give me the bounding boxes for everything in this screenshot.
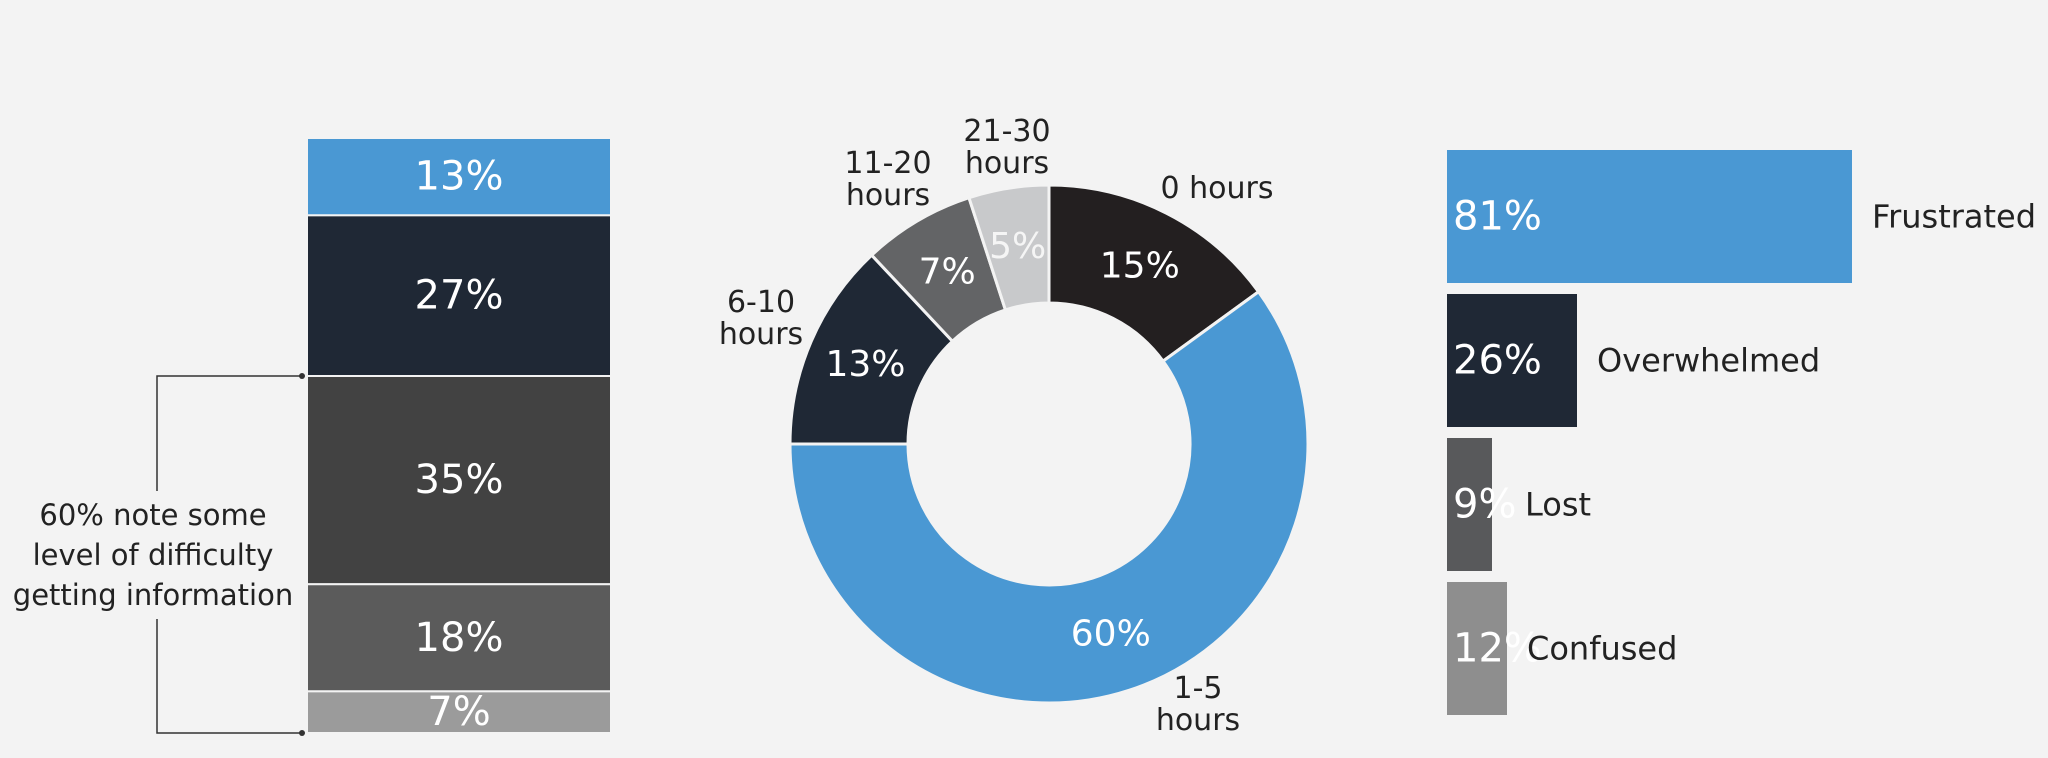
donut-slice — [1047, 183, 1261, 364]
bracket-dot — [299, 730, 305, 736]
value-label: 12% — [1453, 626, 1542, 672]
category-label: Confused — [1527, 630, 1677, 668]
annotation: 60% note some level of difficulty gettin… — [8, 490, 298, 619]
bar — [1447, 582, 1507, 715]
category-label: 1-5 hours — [1155, 671, 1241, 738]
value-label: 15% — [1100, 245, 1180, 286]
value-label: 9% — [1453, 482, 1516, 528]
bar — [1447, 150, 1852, 283]
category-label: 11-20 hours — [844, 146, 932, 213]
value-label: 60% — [1071, 614, 1151, 655]
value-label: 7% — [427, 689, 490, 735]
donut-slice — [788, 289, 1310, 705]
category-label: 6-10 hours — [718, 285, 804, 352]
bar-segment — [306, 137, 612, 217]
category-label: 21-30 hours — [963, 114, 1051, 181]
donut-slice — [967, 183, 1051, 312]
bracket-dot — [299, 373, 305, 379]
category-label: Overwhelmed — [1597, 342, 1820, 380]
category-label: Frustrated — [1872, 198, 2036, 236]
category-label: Lost — [1525, 486, 1591, 524]
value-label: 5% — [989, 226, 1046, 267]
bar — [1447, 294, 1577, 427]
value-label: 13% — [415, 154, 504, 200]
value-label: 18% — [415, 615, 504, 661]
bar-segment — [306, 214, 612, 377]
value-label: 27% — [415, 273, 504, 319]
value-label: 26% — [1453, 338, 1542, 384]
value-label: 7% — [919, 251, 976, 292]
category-label: 0 hours — [1160, 171, 1274, 206]
value-label: 35% — [415, 457, 504, 503]
bar-segment — [306, 690, 612, 734]
value-label: 13% — [825, 344, 905, 385]
bar-segment — [306, 375, 612, 586]
value-label: 81% — [1453, 194, 1542, 240]
bar — [1447, 438, 1492, 571]
